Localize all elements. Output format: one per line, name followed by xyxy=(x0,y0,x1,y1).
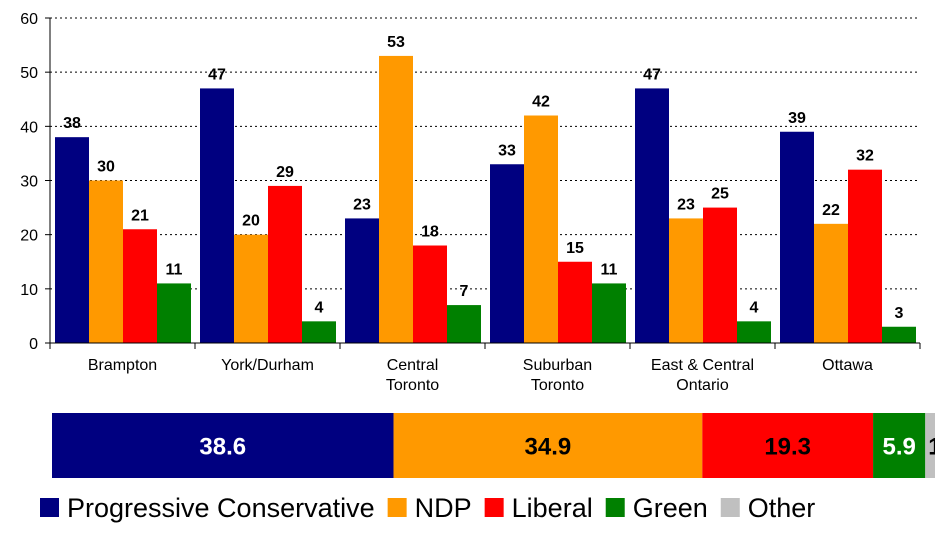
bar-liberal-york-durham xyxy=(268,185,302,343)
legend-swatch-ndp xyxy=(387,498,407,517)
bar-green-central-toronto xyxy=(447,305,481,343)
data-label: 23 xyxy=(353,196,371,213)
data-label: 30 xyxy=(97,159,115,176)
category-label: York/Durham xyxy=(221,357,314,374)
data-label: 47 xyxy=(643,66,661,83)
bar-liberal-east-central-ontario xyxy=(703,207,737,343)
bar-ndp-central-toronto xyxy=(379,55,413,344)
stack-segment-liberal xyxy=(702,413,874,478)
data-label: 23 xyxy=(677,196,695,213)
data-label: 25 xyxy=(711,186,729,203)
data-label: 33 xyxy=(498,142,516,159)
bar-progressive-conservative-central-toronto xyxy=(345,218,379,343)
data-label: 4 xyxy=(315,299,324,316)
stack-segment-ndp xyxy=(393,413,703,478)
stack-label-other: 1 xyxy=(928,434,935,461)
legend-swatch-liberal xyxy=(484,498,504,517)
data-label: 22 xyxy=(822,202,840,219)
bar-green-york-durham xyxy=(302,321,336,343)
bar-green-ottawa xyxy=(882,326,916,343)
data-label: 38 xyxy=(63,115,81,132)
legend-label-liberal: Liberal xyxy=(512,493,593,523)
legend-swatch-green xyxy=(605,498,625,517)
data-label: 42 xyxy=(532,94,550,111)
y-tick-label: 60 xyxy=(20,11,38,28)
stack-segment-green xyxy=(873,413,926,478)
stack-label-ndp: 34.9 xyxy=(525,434,572,461)
stack-label-liberal: 19.3 xyxy=(764,434,811,461)
data-label: 11 xyxy=(166,261,183,278)
y-tick-label: 50 xyxy=(20,65,38,82)
category-label: Brampton xyxy=(88,357,157,374)
bar-green-suburban-toronto xyxy=(592,283,626,343)
category-label: Toronto xyxy=(386,377,439,394)
category-label: Suburban xyxy=(523,357,592,374)
data-label: 15 xyxy=(566,240,584,257)
category-label: Central xyxy=(387,357,439,374)
legend-label-ndp: NDP xyxy=(415,493,472,523)
stack-label-progressive-conservative: 38.6 xyxy=(199,434,246,461)
bar-progressive-conservative-ottawa xyxy=(780,131,814,343)
bar-liberal-brampton xyxy=(123,229,157,343)
category-label: Toronto xyxy=(531,377,584,394)
legend-swatch-other xyxy=(720,498,740,517)
y-tick-label: 10 xyxy=(20,282,38,299)
category-label: Ottawa xyxy=(822,357,873,374)
bar-ndp-east-central-ontario xyxy=(669,218,703,343)
bar-progressive-conservative-east-central-ontario xyxy=(635,88,669,344)
legend-swatch-progressive-conservative xyxy=(40,498,59,517)
data-label: 20 xyxy=(242,213,260,230)
category-label: East & Central xyxy=(651,357,754,374)
data-label: 21 xyxy=(131,207,149,224)
legend-label-green: Green xyxy=(633,493,708,523)
stack-label-green: 5.9 xyxy=(882,434,915,461)
data-label: 4 xyxy=(750,299,759,316)
data-label: 18 xyxy=(421,224,439,241)
y-tick-label: 20 xyxy=(20,228,38,245)
data-label: 3 xyxy=(895,305,904,322)
data-label: 7 xyxy=(460,283,469,300)
y-tick-label: 40 xyxy=(20,119,38,136)
stack-segment-progressive-conservative xyxy=(52,413,394,478)
bar-liberal-central-toronto xyxy=(413,245,447,343)
data-label: 32 xyxy=(856,148,874,165)
bar-ndp-ottawa xyxy=(814,223,848,343)
bar-ndp-suburban-toronto xyxy=(524,115,558,343)
bar-progressive-conservative-york-durham xyxy=(200,88,234,344)
bar-ndp-brampton xyxy=(89,180,123,343)
data-label: 47 xyxy=(208,66,226,83)
overall-stacked-bar: 38.6 34.9 19.3 5.9 1 xyxy=(52,413,935,478)
data-label: 11 xyxy=(601,261,618,278)
data-label: 39 xyxy=(788,110,806,127)
regional-bar-chart: 010203040506038302111Brampton4720294York… xyxy=(20,11,921,394)
bar-liberal-suburban-toronto xyxy=(558,261,592,343)
legend-label-progressive-conservative: Progressive Conservative xyxy=(67,493,375,523)
y-tick-label: 0 xyxy=(29,336,38,353)
data-label: 29 xyxy=(276,164,294,181)
bar-green-east-central-ontario xyxy=(737,321,771,343)
legend-label-other: Other xyxy=(748,493,816,523)
y-tick-label: 30 xyxy=(20,174,38,191)
category-label: Ontario xyxy=(676,377,729,394)
bar-ndp-york-durham xyxy=(234,234,268,343)
bar-progressive-conservative-suburban-toronto xyxy=(490,164,524,343)
chart-legend: Progressive Conservative NDP Liberal Green O… xyxy=(40,493,815,523)
bar-green-brampton xyxy=(157,283,191,343)
stack-segment-other xyxy=(925,413,935,478)
bar-liberal-ottawa xyxy=(848,169,882,343)
data-label: 53 xyxy=(387,34,405,51)
bar-progressive-conservative-brampton xyxy=(55,137,89,343)
